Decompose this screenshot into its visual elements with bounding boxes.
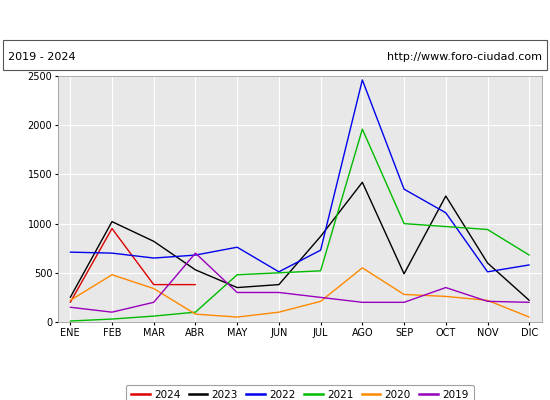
Legend: 2024, 2023, 2022, 2021, 2020, 2019: 2024, 2023, 2022, 2021, 2020, 2019 <box>126 385 474 400</box>
Text: 2019 - 2024: 2019 - 2024 <box>8 52 76 62</box>
Text: http://www.foro-ciudad.com: http://www.foro-ciudad.com <box>387 52 542 62</box>
Text: Evolucion Nº Turistas Nacionales en el municipio de Nogueruelas: Evolucion Nº Turistas Nacionales en el m… <box>47 12 503 26</box>
